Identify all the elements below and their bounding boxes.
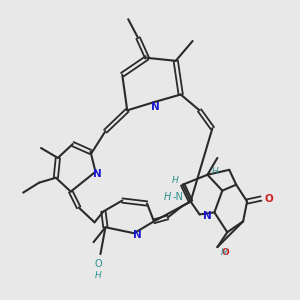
Text: H: H (95, 271, 102, 280)
Text: N: N (203, 212, 212, 221)
Text: H: H (164, 192, 172, 202)
Text: N: N (151, 102, 159, 112)
Text: O: O (95, 259, 102, 269)
Text: -N: -N (172, 192, 183, 202)
Text: H: H (212, 167, 219, 176)
Text: O: O (221, 248, 229, 256)
Text: N: N (133, 230, 142, 240)
Text: N: N (93, 169, 102, 179)
Text: O: O (265, 194, 273, 203)
Text: H: H (221, 248, 227, 256)
Text: H: H (171, 176, 178, 185)
